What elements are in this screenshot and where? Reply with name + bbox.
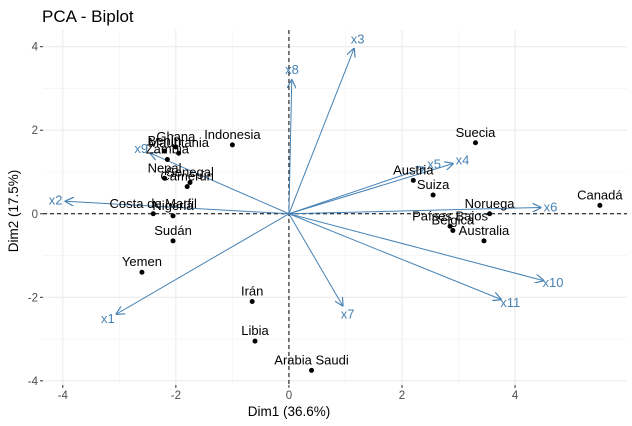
variable-arrows: x1 x2 x3 x4 x5 x6 x7 x8 x9 x10 x11: [49, 31, 564, 326]
variable-arrow-x11: [288, 213, 501, 300]
variable-arrow-x10: [288, 213, 543, 281]
observation-point-1: [472, 140, 478, 146]
observation-label-13: Senegal: [166, 164, 214, 179]
observation-label-8: Indonesia: [204, 127, 261, 142]
observation-point-22: [309, 367, 315, 373]
variable-label-x7: x7: [341, 306, 355, 321]
observation-label-16: Costa de Marfil: [110, 196, 198, 211]
observation-label-9: Ghana: [156, 129, 196, 144]
observation-label-4: Noruega: [465, 196, 516, 211]
observation-label-21: Libia: [241, 323, 269, 338]
y-tick-label-3: 2: [32, 125, 38, 137]
variable-arrow-x1: [116, 213, 290, 314]
observation-label-6: Bélgica: [432, 212, 475, 227]
variable-label-x6: x6: [544, 199, 558, 214]
observation-label-7: Australia: [459, 223, 510, 238]
observation-point-15: [184, 184, 190, 190]
variable-label-x9: x9: [134, 141, 148, 156]
observation-label-11: Benín: [148, 133, 182, 148]
y-tick-label-1: -2: [28, 292, 38, 304]
observation-point-17: [170, 213, 176, 219]
observation-label-19: Yemen: [122, 254, 162, 269]
observation-point-19: [139, 269, 145, 275]
observation-point-21: [252, 338, 258, 344]
variable-label-x5: x5: [427, 157, 441, 172]
variable-label-x10: x10: [543, 275, 564, 290]
observation-point-20: [249, 298, 255, 304]
variable-label-x1: x1: [101, 311, 115, 326]
grid: [43, 30, 627, 385]
x-tick-label-2: 0: [286, 390, 292, 402]
observation-point-2: [410, 177, 416, 183]
observation-point-10: [176, 150, 182, 156]
observation-point-9: [173, 144, 179, 150]
observation-label-2: Austria: [393, 162, 434, 177]
variable-label-x4: x4: [456, 153, 470, 168]
observation-label-1: Suecia: [456, 125, 497, 140]
variable-arrow-x6: [288, 208, 541, 215]
observation-point-6: [450, 227, 456, 233]
observation-label-22: Arabia Saudi: [274, 352, 349, 367]
observation-label-14: Nepal: [148, 160, 182, 175]
observation-point-0: [597, 202, 603, 208]
observation-point-12: [164, 156, 170, 162]
x-tick-label-4: 4: [512, 390, 519, 402]
y-tick-label-0: -4: [28, 376, 39, 388]
chart-title: PCA - Biplot: [42, 7, 134, 26]
observation-label-3: Suiza: [417, 177, 450, 192]
observation-label-12: Zambia: [146, 141, 190, 156]
variable-label-x3: x3: [351, 31, 365, 46]
observation-label-15: Camerún: [160, 169, 213, 184]
variable-arrow-x8: [289, 80, 292, 214]
x-tick-label-3: 2: [399, 390, 405, 402]
observation-point-7: [481, 238, 487, 244]
observation-point-4: [487, 211, 493, 217]
x-tick-label-1: -2: [171, 390, 181, 402]
variable-arrow-x5: [288, 168, 425, 215]
x-axis-title: Dim1 (36.6%): [248, 404, 331, 419]
variable-arrow-x7: [288, 213, 343, 306]
y-tick-label-2: 0: [32, 209, 38, 221]
observation-label-18: Sudán: [154, 223, 192, 238]
variable-label-x2: x2: [49, 193, 63, 208]
observation-label-17: Nigeria: [152, 198, 194, 213]
variable-label-x8: x8: [285, 62, 299, 77]
observation-point-5: [447, 223, 453, 229]
observation-point-13: [187, 179, 193, 185]
observation-point-11: [162, 148, 168, 154]
observation-label-0: Canadá: [577, 187, 623, 202]
observation-label-5: Países Bajos: [412, 208, 488, 223]
y-axis-title: Dim2 (17.5%): [6, 170, 21, 253]
variable-arrow-x3: [288, 49, 354, 214]
observation-point-14: [162, 175, 168, 181]
variable-arrow-x2: [66, 201, 289, 215]
variable-arrow-x9: [150, 153, 290, 215]
observation-point-8: [229, 142, 235, 148]
y-tick-label-4: 4: [32, 42, 39, 54]
observation-point-16: [150, 211, 156, 217]
axis-ticks: -4 -2 0 2 4 -4 -2 0 2 4: [28, 42, 519, 402]
observation-label-20: Irán: [241, 283, 263, 298]
observation-point-18: [170, 238, 176, 244]
variable-label-x11: x11: [500, 295, 520, 310]
x-tick-label-0: -4: [58, 390, 69, 402]
observation-point-3: [430, 192, 436, 198]
observation-label-10: Mauritania: [148, 135, 209, 150]
